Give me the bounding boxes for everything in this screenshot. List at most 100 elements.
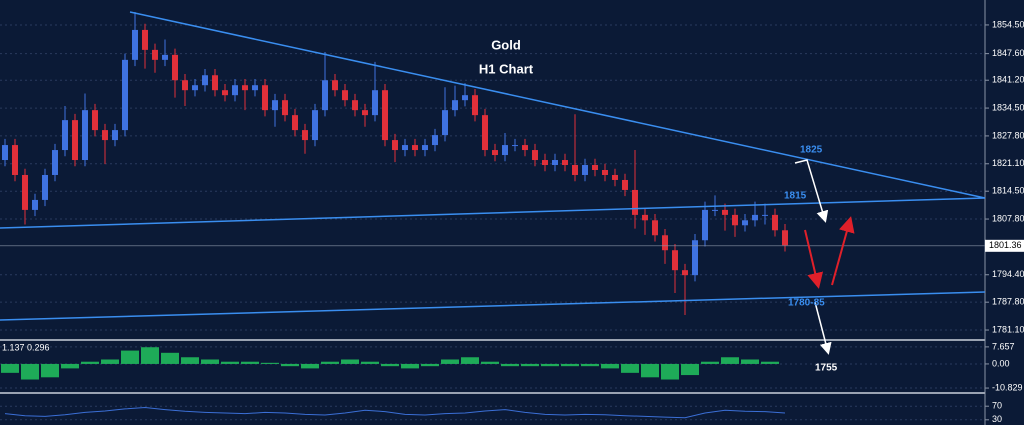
histogram-bar [141,347,159,364]
y-tick-label: 1841.20 [992,75,1024,85]
y-tick-label: 1787.80 [992,297,1024,307]
candle-body [322,80,328,111]
annotation: 1825 [800,145,823,156]
y-tick-label: -10.829 [992,382,1023,392]
candle-body [142,29,148,50]
candle-body [722,209,728,215]
histogram-bar [301,363,319,369]
histogram-bar [441,359,459,364]
candle-body [222,90,228,96]
y-tick-label: 1847.60 [992,48,1024,58]
candle-body [352,100,358,111]
candle-body [482,115,488,151]
candle-body [72,120,78,161]
candle-body [12,145,18,175]
histogram-bar [741,359,759,364]
histogram-bar [421,363,439,367]
candle-body [262,85,268,111]
histogram-bar [221,361,239,364]
candle-body [302,130,308,141]
y-tick-label: 1854.50 [992,19,1024,29]
candle-body [542,160,548,166]
candle-body [122,59,128,131]
candle-body [762,214,768,216]
histogram-bar [1,363,19,373]
candle-body [772,214,778,231]
candle-body [22,174,28,210]
candle-body [682,270,688,276]
trend-line [0,291,986,321]
candle-body [732,214,738,226]
candle-body [422,145,428,151]
candle-body [702,209,708,241]
y-tick-label: 7.657 [992,341,1015,351]
candle-body [202,75,208,86]
candle-body [52,150,58,175]
candle-body [112,130,118,141]
histogram-bar [481,361,499,364]
candle-body [442,110,448,136]
histogram-bar [21,363,39,380]
candle-body [292,115,298,131]
histogram-bar [201,359,219,364]
histogram-bar [641,363,659,378]
candle-body [472,95,478,116]
trend-line [0,197,986,229]
candle-body [412,145,418,151]
histogram-bar [101,359,119,364]
histogram-bar [81,361,99,364]
candle-body [652,220,658,236]
histogram-bar [361,361,379,364]
candle-body [432,135,438,146]
candle-body [212,75,218,91]
histogram-bar [241,361,259,364]
candle-body [42,174,48,200]
candle-body [342,90,348,101]
arrow [794,159,829,223]
histogram-bar [261,362,279,364]
marks [0,12,985,421]
candle-body [612,174,618,180]
y-tick-label: 1781.10 [992,324,1024,334]
y-tick-label: 1821.10 [992,158,1024,168]
y-tick-label: 1807.80 [992,213,1024,223]
candle-body [82,110,88,161]
arrow [831,216,855,286]
histogram-bar [281,363,299,367]
y-tick-label: 1834.50 [992,102,1024,112]
indicator-label: 1.137 0.296 [2,342,50,352]
histogram-bar [161,352,179,364]
candle-body [402,145,408,151]
histogram-bar [721,357,739,364]
histogram-bar [761,361,779,364]
candle-body [62,120,68,151]
histogram-bar [521,363,539,367]
histogram-bar [181,357,199,364]
candle-body [632,189,638,215]
histogram-bar [381,363,399,367]
candle-body [782,230,788,246]
candle-body [362,110,368,116]
y-tick-label: 30 [992,414,1002,424]
annotation: 1780-85 [788,298,825,309]
candle-body [512,145,518,147]
candle-body [132,29,138,60]
histogram-bar [561,363,579,367]
candle-body [572,165,578,175]
histogram-bar [321,361,339,364]
candle-body [2,145,8,161]
candle-body [182,80,188,91]
candle-body [532,150,538,161]
candle-body [752,214,758,221]
candle-body [692,240,698,276]
candle-body [452,100,458,111]
candle-body [672,250,678,271]
chart-subtitle: H1 Chart [479,61,534,76]
candle-body [162,54,168,60]
candle-body [252,85,258,91]
candle-body [492,150,498,156]
histogram-bar [701,361,719,364]
candle-body [522,145,528,151]
candle-body [552,160,558,166]
histogram-bar [341,359,359,364]
